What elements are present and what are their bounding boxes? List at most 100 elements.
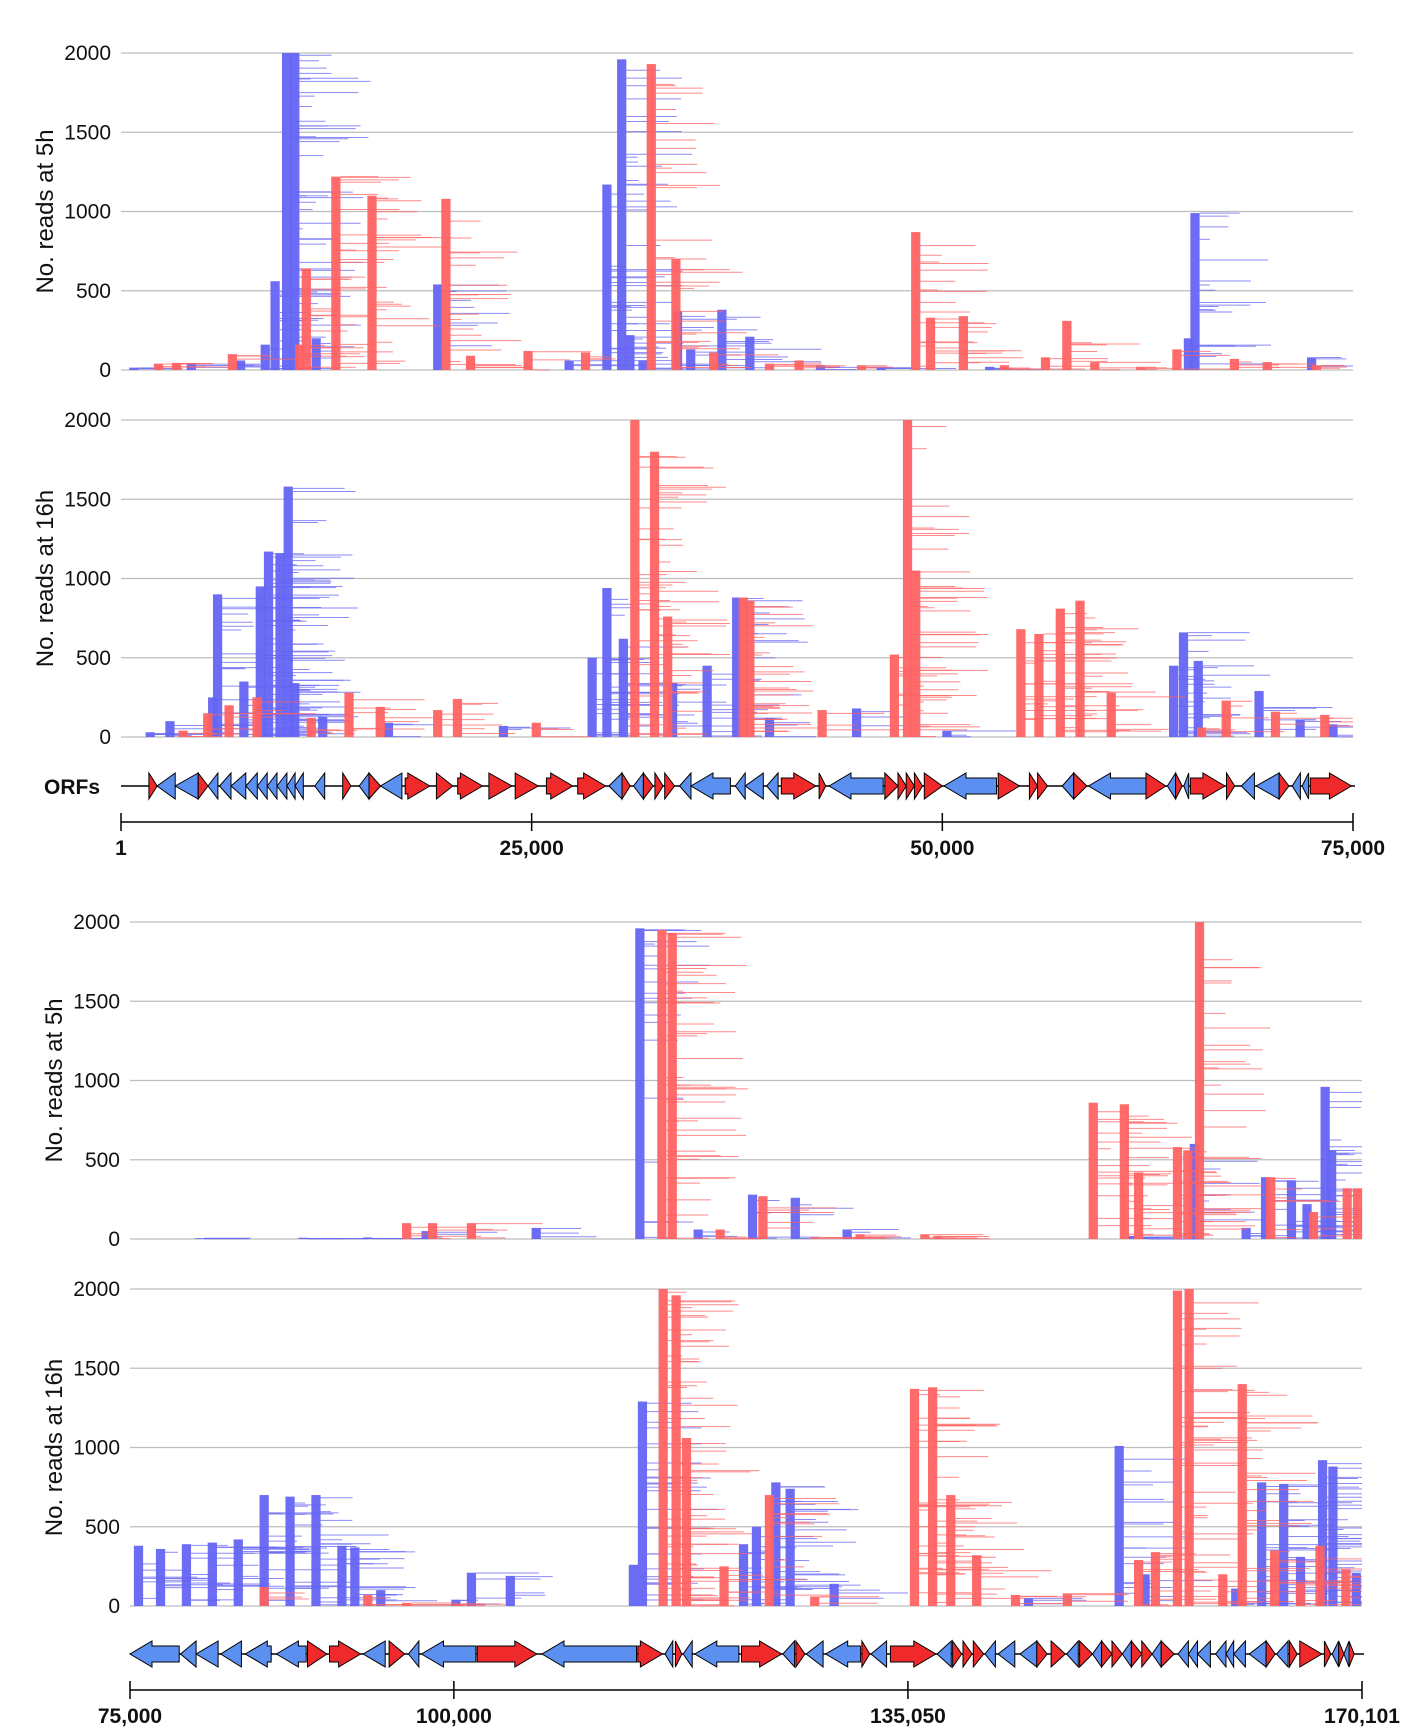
- bar-mark: [233, 1539, 243, 1606]
- bar-mark: [181, 1544, 192, 1606]
- orf-reverse-arrow: [1187, 1639, 1198, 1669]
- orf-forward-arrow: [1101, 1639, 1113, 1669]
- bar-mark: [239, 681, 249, 737]
- bar-mark: [564, 360, 574, 370]
- orf-reverse-arrow: [1214, 1639, 1227, 1669]
- orf-reverse-arrow: [1343, 1640, 1350, 1668]
- y-tick-label: 0: [99, 726, 111, 749]
- bar-mark: [1133, 1560, 1144, 1606]
- bar-mark: [255, 586, 265, 737]
- bar-mark: [580, 352, 591, 370]
- bar-mark: [646, 64, 656, 370]
- orf-forward-arrow: [404, 772, 431, 800]
- bar-mark: [1183, 1150, 1193, 1239]
- bar-mark: [1327, 1150, 1337, 1239]
- bar-mark: [958, 316, 968, 370]
- orf-reverse-arrow: [314, 771, 326, 801]
- y-tick-label: 500: [76, 647, 111, 670]
- orf-reverse-arrow: [824, 1640, 862, 1668]
- bar-mark: [331, 176, 341, 370]
- bar-mark: [466, 1572, 477, 1606]
- bar-mark: [260, 344, 270, 370]
- bar-mark: [465, 355, 476, 370]
- bar-mark: [876, 367, 886, 370]
- orf-track-label: ORFs: [44, 776, 100, 799]
- orf-reverse-arrow: [1301, 772, 1310, 800]
- bar-mark: [281, 53, 292, 370]
- y-tick-label: 2000: [64, 42, 111, 65]
- y-tick-label: 1000: [73, 1070, 120, 1093]
- orf-forward-arrow: [642, 771, 654, 801]
- orf-reverse-arrow: [1019, 1639, 1038, 1669]
- bar-mark: [129, 367, 139, 370]
- bar-mark: [946, 1495, 956, 1606]
- bar-mark: [153, 363, 164, 370]
- y-tick-label: 500: [85, 1516, 120, 1539]
- orf-forward-arrow: [654, 771, 664, 801]
- orf-reverse-arrow: [275, 1640, 307, 1668]
- bar-mark: [1062, 320, 1072, 370]
- orf-forward-arrow: [818, 772, 827, 800]
- bar-mark: [920, 1234, 930, 1239]
- orf-reverse-arrow: [219, 1640, 242, 1668]
- bar-mark: [635, 928, 645, 1239]
- bar-mark: [751, 1526, 762, 1606]
- orf-reverse-arrow: [1121, 1639, 1132, 1669]
- bar-mark: [402, 1602, 412, 1606]
- orf-forward-arrow: [1299, 1640, 1323, 1668]
- orf-reverse-arrow: [664, 1639, 674, 1669]
- bar-mark: [1127, 1235, 1137, 1239]
- bar-mark: [1140, 1237, 1150, 1239]
- bar-mark: [942, 730, 952, 737]
- x-tick-label: 135,050: [870, 1705, 946, 1728]
- bar-mark: [1257, 1482, 1267, 1606]
- bar-mark: [337, 1545, 347, 1606]
- bar-mark: [1308, 1212, 1319, 1239]
- orf-reverse-arrow: [1151, 1639, 1162, 1669]
- bar-mark: [212, 594, 223, 737]
- y-tick-label: 500: [76, 280, 111, 303]
- orf-forward-arrow: [457, 772, 484, 800]
- bar-mark: [667, 933, 677, 1239]
- bar-mark: [1295, 1556, 1306, 1606]
- y-axis-label: No. reads at 16h: [32, 490, 59, 667]
- bar-mark: [301, 268, 311, 370]
- bar-mark: [1178, 632, 1189, 737]
- orf-reverse-arrow: [541, 1640, 637, 1668]
- bar-mark: [285, 1496, 295, 1606]
- y-axis-label: No. reads at 5h: [32, 129, 59, 293]
- text-layer: 0 500 1000 1500 2000 No. reads at 5h 0 500 1000 1…: [32, 42, 1400, 1728]
- y-tick-label: 1500: [64, 121, 111, 144]
- orf-forward-arrow: [923, 772, 944, 800]
- orf-reverse-arrow: [1331, 1640, 1340, 1668]
- orf-forward-arrow: [514, 772, 540, 800]
- bar-mark: [911, 570, 921, 737]
- bar-mark: [1229, 358, 1240, 370]
- orf-reverse-arrow: [245, 771, 258, 801]
- bar-mark: [902, 420, 913, 737]
- bar-mark: [1311, 365, 1322, 370]
- y-tick-label: 1500: [73, 1357, 120, 1380]
- bar-mark: [1114, 1445, 1124, 1606]
- orf-reverse-arrow: [129, 1640, 180, 1668]
- orf-reverse-arrow: [230, 771, 247, 801]
- bar-mark: [383, 722, 394, 737]
- bar-mark: [1221, 700, 1231, 737]
- bar-mark: [1218, 1574, 1228, 1606]
- orf-forward-arrow: [1175, 772, 1183, 800]
- bar-mark: [1260, 1177, 1271, 1239]
- y-axis-label: No. reads at 16h: [41, 1359, 68, 1536]
- y-tick-label: 0: [108, 1595, 120, 1618]
- bar-mark: [671, 1295, 681, 1606]
- orf-reverse-arrow: [678, 771, 692, 801]
- bar-mark: [259, 1495, 269, 1606]
- y-tick-label: 2000: [64, 409, 111, 432]
- y-tick-label: 1000: [64, 201, 111, 224]
- orf-reverse-arrow: [984, 1639, 996, 1669]
- orf-reverse-arrow: [407, 1639, 420, 1669]
- orf-reverse-arrow: [744, 772, 764, 800]
- bar-mark: [1352, 1188, 1363, 1239]
- bar-mark: [602, 184, 612, 370]
- bar-mark: [649, 451, 660, 737]
- bar-mark: [1279, 1483, 1289, 1606]
